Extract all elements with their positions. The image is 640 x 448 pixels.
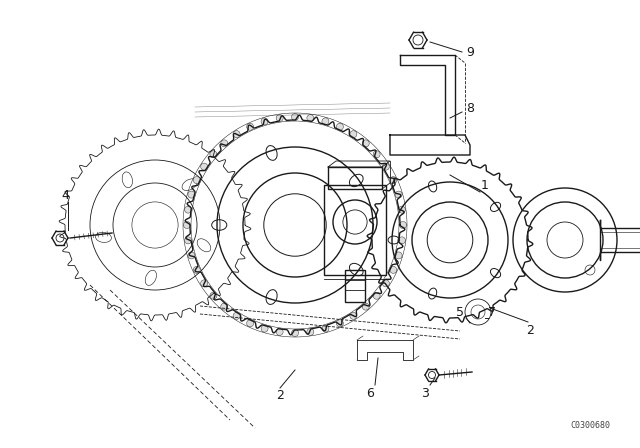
Circle shape	[291, 329, 298, 336]
Circle shape	[261, 325, 268, 332]
Bar	[345, 270, 365, 302]
Text: 1: 1	[481, 178, 489, 191]
Polygon shape	[357, 340, 413, 360]
Circle shape	[221, 140, 228, 147]
Circle shape	[188, 191, 195, 198]
Circle shape	[399, 237, 405, 244]
Text: 4: 4	[61, 189, 69, 202]
Circle shape	[233, 131, 240, 138]
Circle shape	[382, 163, 389, 170]
Circle shape	[233, 312, 240, 319]
Text: 5: 5	[456, 306, 464, 319]
Circle shape	[188, 252, 195, 259]
Circle shape	[193, 267, 200, 273]
Circle shape	[201, 163, 207, 170]
Circle shape	[307, 328, 314, 336]
Circle shape	[246, 320, 253, 327]
Circle shape	[276, 115, 283, 121]
Circle shape	[337, 320, 344, 327]
Circle shape	[373, 292, 380, 299]
Circle shape	[362, 303, 369, 310]
Circle shape	[322, 325, 329, 332]
Circle shape	[210, 292, 217, 299]
Text: 3: 3	[421, 387, 429, 400]
Circle shape	[307, 115, 314, 121]
Text: 9: 9	[466, 46, 474, 59]
Text: C0300680: C0300680	[570, 421, 610, 430]
Circle shape	[193, 177, 200, 184]
Circle shape	[399, 206, 405, 213]
Circle shape	[350, 131, 357, 138]
Text: 2: 2	[526, 323, 534, 336]
Circle shape	[373, 151, 380, 158]
Bar	[324, 185, 386, 275]
Circle shape	[390, 267, 397, 273]
Circle shape	[210, 151, 217, 158]
Circle shape	[276, 328, 283, 336]
Circle shape	[184, 221, 191, 228]
Circle shape	[395, 252, 402, 259]
Circle shape	[399, 221, 406, 228]
Circle shape	[261, 118, 268, 125]
Circle shape	[291, 113, 298, 121]
Text: 2: 2	[276, 388, 284, 401]
Polygon shape	[400, 55, 455, 135]
Circle shape	[382, 280, 389, 287]
Text: 7: 7	[488, 306, 496, 319]
Circle shape	[184, 237, 191, 244]
Circle shape	[350, 312, 357, 319]
Circle shape	[201, 280, 207, 287]
Circle shape	[184, 206, 191, 213]
Bar	[328, 167, 382, 189]
Circle shape	[395, 191, 402, 198]
Circle shape	[362, 140, 369, 147]
Circle shape	[322, 118, 329, 125]
Circle shape	[337, 123, 344, 130]
Circle shape	[246, 123, 253, 130]
Polygon shape	[390, 135, 470, 155]
Text: 6: 6	[366, 387, 374, 400]
Circle shape	[221, 303, 228, 310]
Text: 8: 8	[466, 102, 474, 115]
Circle shape	[390, 177, 397, 184]
